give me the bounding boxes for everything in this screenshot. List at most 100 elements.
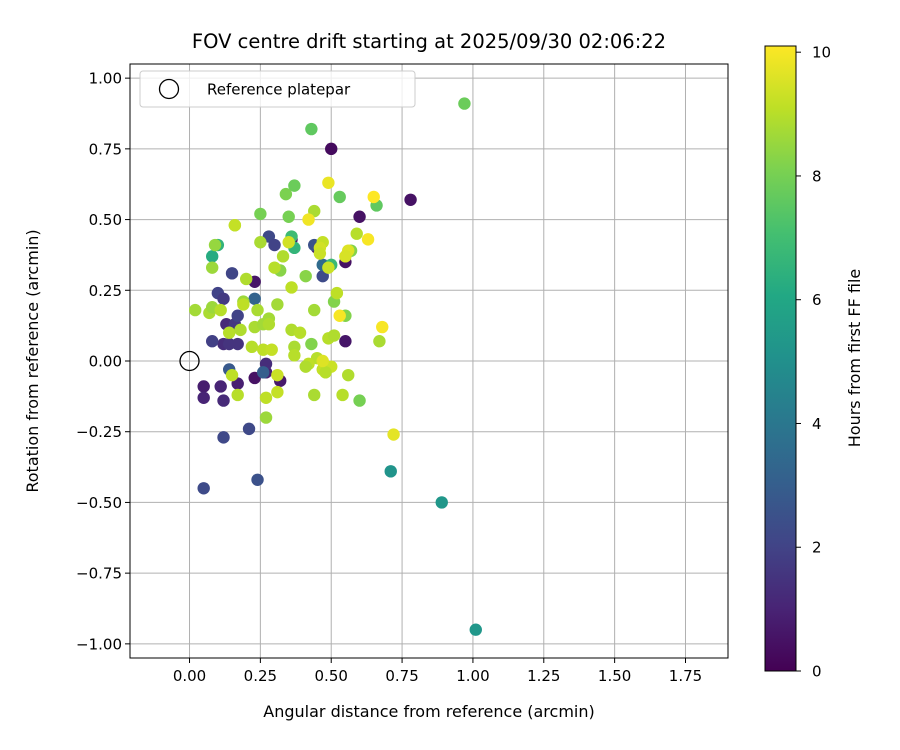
x-axis-ticks: 0.00 0.25 0.50 0.75 1.00 1.25 1.50 1.75 — [173, 658, 702, 685]
data-point — [293, 326, 307, 339]
data-point — [271, 368, 284, 382]
legend-marker-icon — [158, 78, 180, 100]
x-tick-label: 1.75 — [669, 667, 702, 685]
y-tick-label: −0.50 — [76, 494, 122, 512]
data-point — [197, 391, 210, 404]
y-tick-label: −1.00 — [76, 635, 122, 653]
scatter-points — [179, 97, 482, 636]
data-point — [205, 335, 219, 348]
grid — [130, 64, 728, 658]
data-point — [404, 193, 417, 206]
legend: Reference platepar — [139, 70, 416, 108]
data-point — [299, 360, 312, 373]
x-tick-label: 1.25 — [527, 667, 560, 685]
data-point — [325, 142, 338, 156]
data-point — [288, 349, 301, 362]
data-point — [251, 473, 264, 486]
data-point — [225, 267, 239, 280]
data-point — [342, 368, 355, 382]
data-point — [282, 236, 295, 249]
data-point — [376, 320, 389, 334]
data-point — [339, 335, 352, 348]
data-point — [305, 337, 318, 351]
data-point — [322, 261, 335, 274]
data-point — [288, 179, 301, 192]
data-point — [197, 482, 210, 495]
data-point — [339, 250, 352, 263]
reference-platepar-marker — [179, 350, 200, 372]
data-point — [245, 340, 259, 354]
y-tick-label: 0.50 — [89, 211, 122, 229]
data-point — [271, 298, 284, 311]
data-point — [208, 238, 222, 252]
data-point — [271, 385, 284, 399]
data-point — [259, 391, 273, 404]
data-point — [350, 227, 363, 240]
data-point — [248, 292, 261, 305]
data-point — [239, 272, 253, 286]
data-point — [214, 303, 227, 317]
data-point — [316, 354, 329, 368]
data-point — [251, 303, 264, 317]
x-tick-label: 0.50 — [315, 667, 348, 685]
data-point — [265, 343, 278, 356]
colorbar: 0 2 4 6 8 10 Hours from first FF file — [764, 44, 864, 681]
data-point — [322, 176, 335, 189]
y-tick-label: 0.00 — [89, 353, 122, 371]
data-point — [225, 368, 239, 382]
data-point — [333, 190, 346, 204]
colorbar-tick-label: 2 — [812, 539, 822, 557]
data-point — [197, 380, 210, 393]
data-point — [299, 269, 312, 283]
data-point — [228, 219, 242, 232]
data-point — [285, 281, 298, 294]
data-point — [279, 187, 293, 201]
y-tick-label: −0.25 — [76, 423, 122, 441]
data-point — [336, 388, 349, 402]
colorbar-tick-label: 0 — [812, 663, 822, 681]
data-point — [257, 343, 270, 356]
data-point — [282, 210, 295, 223]
data-point — [237, 298, 250, 311]
data-point — [327, 329, 341, 342]
data-point — [231, 309, 244, 322]
data-point — [313, 247, 327, 260]
colorbar-tick-label: 10 — [812, 44, 831, 62]
legend-entry-label: Reference platepar — [207, 81, 351, 99]
data-point — [384, 465, 397, 478]
data-point — [268, 261, 281, 274]
data-point — [276, 250, 290, 263]
data-point — [259, 411, 273, 424]
x-tick-label: 0.00 — [173, 667, 206, 685]
data-point — [234, 323, 247, 337]
data-point — [268, 238, 281, 252]
data-point — [373, 335, 386, 348]
data-point — [254, 207, 267, 221]
x-tick-label: 1.50 — [598, 667, 631, 685]
data-point — [217, 292, 230, 305]
y-axis-label: Rotation from reference (arcmin) — [23, 229, 42, 492]
colorbar-tick-label: 8 — [812, 167, 822, 185]
data-point — [330, 286, 344, 300]
y-axis-ticks: −1.00 −0.75 −0.50 −0.25 0.00 0.25 0.50 0.75 1.00 — [76, 70, 130, 653]
data-point — [205, 250, 219, 263]
data-point — [257, 366, 270, 379]
data-point — [254, 236, 267, 249]
x-tick-label: 0.75 — [385, 667, 418, 685]
data-point — [353, 210, 366, 223]
y-tick-label: −0.75 — [76, 565, 122, 583]
colorbar-tick-label: 6 — [812, 291, 822, 309]
y-tick-label: 1.00 — [89, 70, 122, 88]
data-point — [205, 261, 219, 274]
y-tick-label: 0.75 — [89, 140, 122, 158]
legend-box — [139, 70, 416, 108]
data-point — [231, 337, 244, 351]
data-point — [387, 428, 400, 441]
colorbar-label: Hours from first FF file — [845, 269, 864, 448]
data-point — [361, 233, 375, 246]
data-point — [333, 309, 346, 322]
data-point — [231, 388, 244, 402]
y-tick-label: 0.25 — [89, 282, 122, 300]
data-point — [302, 213, 315, 226]
